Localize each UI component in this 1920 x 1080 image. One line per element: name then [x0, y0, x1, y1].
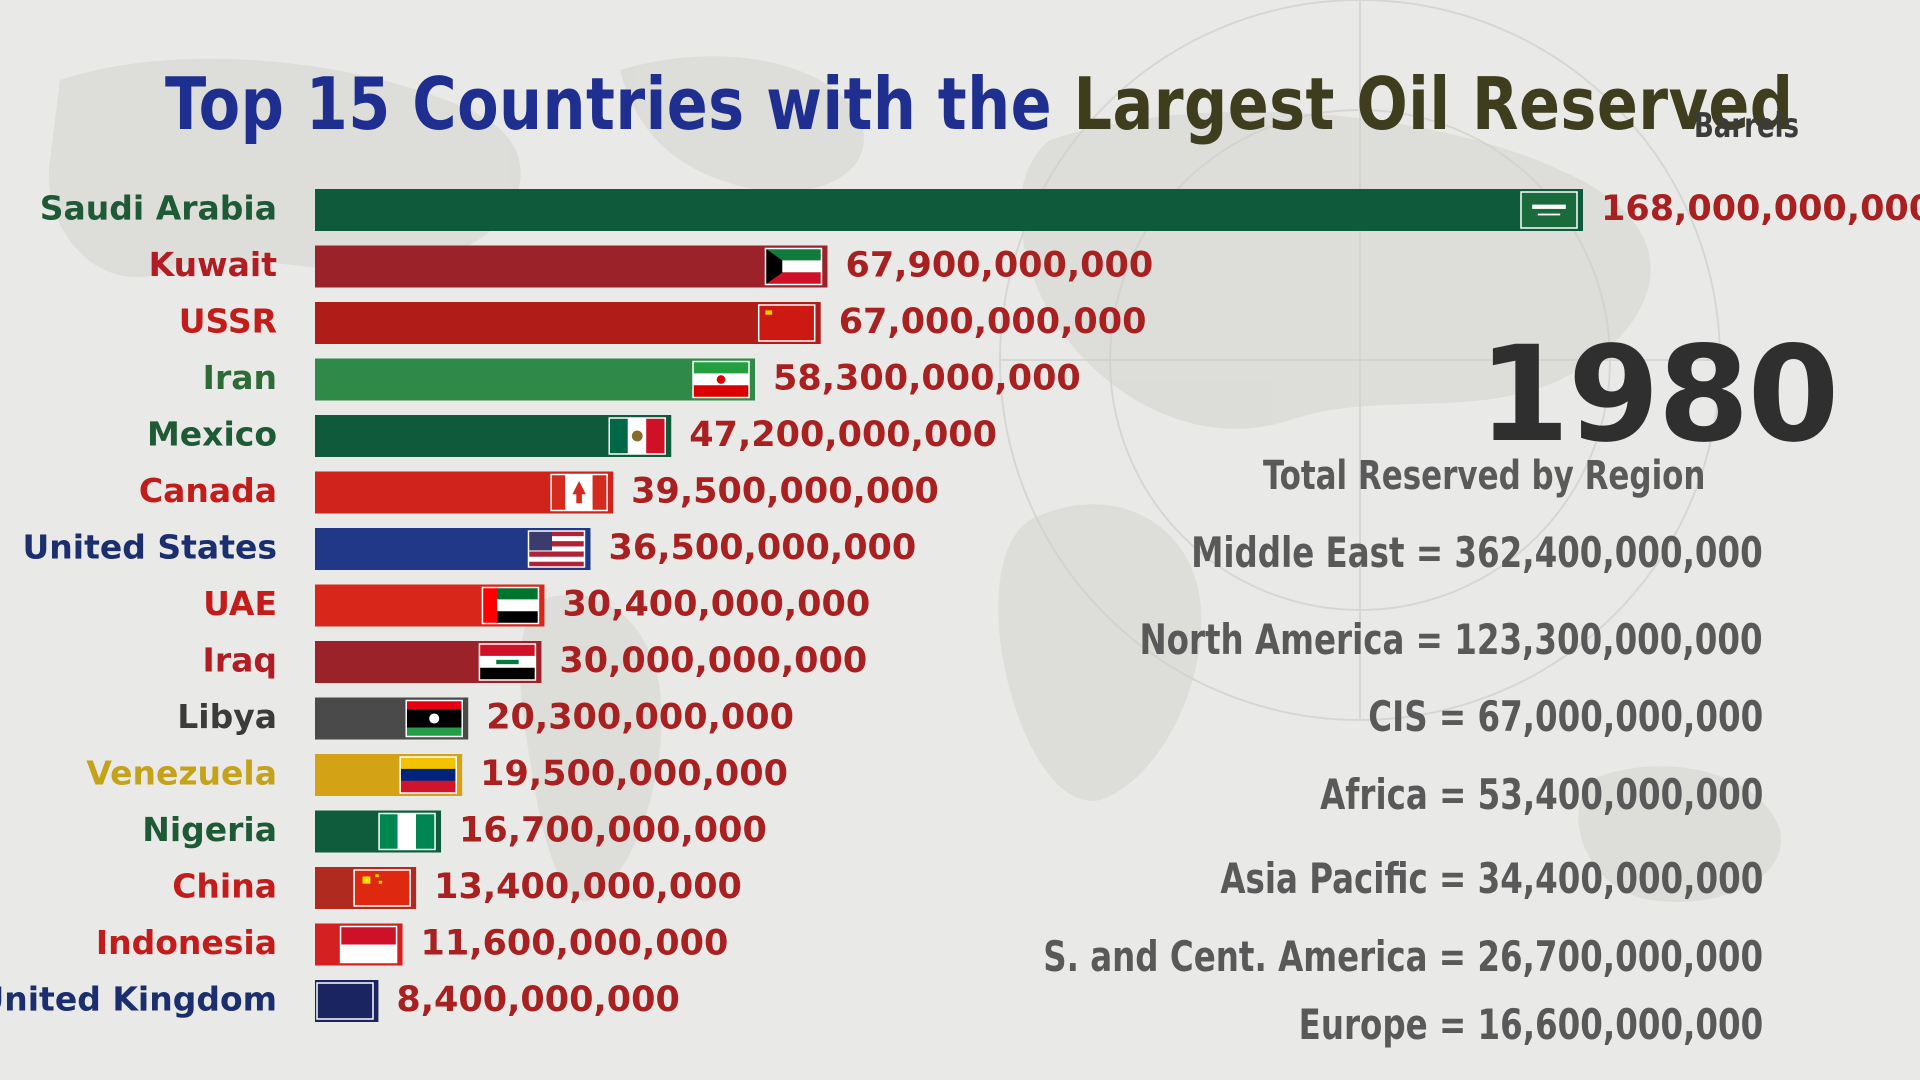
bar [315, 358, 756, 401]
canada-flag-icon [550, 473, 608, 512]
bar-group-7: UAE 30,400,000,000 [203, 584, 870, 627]
bar-group-3: Iran 58,300,000,000 [203, 358, 1081, 401]
category-label: Nigeria [142, 810, 277, 849]
libya-flag-icon [405, 699, 463, 738]
bar-group-11: Nigeria 16,700,000,000 [142, 810, 767, 853]
bar-group-5: Canada 39,500,000,000 [139, 471, 939, 514]
value-label: 168,000,000,000 [1601, 189, 1920, 229]
china-flag-icon [353, 869, 411, 907]
bar-group-2: USSR 67,000,000,000 [179, 302, 1147, 344]
region-total-2: CIS = 67,000,000,000 [1368, 692, 1763, 741]
iraq-flag-icon [478, 643, 537, 681]
value-label: 39,500,000,000 [631, 472, 939, 512]
bar [315, 302, 821, 344]
value-label: 36,500,000,000 [608, 528, 916, 568]
category-label: United States [23, 528, 277, 567]
value-label: 30,400,000,000 [562, 585, 870, 625]
category-label: Indonesia [96, 923, 277, 962]
region-total-4: Asia Pacific = 34,400,000,000 [1220, 854, 1763, 903]
title-part-1: Top 15 Countries with the [165, 62, 1053, 146]
category-label: Venezuela [86, 754, 277, 793]
value-label: 19,500,000,000 [480, 754, 788, 794]
value-label: 16,700,000,000 [459, 811, 767, 851]
mexico-flag-icon [608, 417, 666, 455]
bar-group-9: Libya 20,300,000,000 [177, 697, 794, 740]
category-label: UAE [203, 584, 277, 623]
bar-group-10: Venezuela 19,500,000,000 [86, 754, 788, 796]
bar-group-0: Saudi Arabia 168,000,000,000 [40, 189, 1920, 231]
indonesia-flag-icon [339, 925, 398, 964]
category-label: Saudi Arabia [40, 189, 277, 228]
value-label: 47,200,000,000 [689, 415, 997, 455]
venezuela-flag-icon [399, 756, 457, 794]
region-total-0: Middle East = 362,400,000,000 [1191, 528, 1763, 577]
value-label: 58,300,000,000 [773, 359, 1081, 399]
kuwait-flag-icon [764, 247, 823, 286]
value-label: 13,400,000,000 [434, 867, 742, 907]
saudi-arabia-flag-icon [1520, 191, 1578, 229]
chart-title: Top 15 Countries with the Largest Oil Re… [165, 62, 1793, 146]
category-label: Canada [139, 471, 277, 510]
category-label: Iran [203, 358, 277, 397]
bar [315, 189, 1583, 231]
category-label: United Kingdom [0, 980, 277, 1019]
bar-group-6: United States 36,500,000,000 [23, 528, 916, 570]
title-part-2: Largest Oil Reserved [1073, 62, 1794, 146]
value-label: 20,300,000,000 [486, 698, 794, 738]
nigeria-flag-icon [378, 812, 436, 851]
value-label: 30,000,000,000 [559, 641, 867, 681]
region-total-3: Africa = 53,400,000,000 [1319, 770, 1763, 819]
usa-flag-icon [527, 530, 586, 568]
category-label: Mexico [147, 415, 277, 454]
category-label: Kuwait [149, 245, 278, 284]
year-label: 1980 [1478, 318, 1839, 472]
bar-group-13: Indonesia 11,600,000,000 [96, 923, 729, 966]
category-label: Iraq [203, 641, 277, 680]
category-label: USSR [179, 302, 277, 341]
region-total-6: Europe = 16,600,000,000 [1298, 1000, 1763, 1049]
region-total-5: S. and Cent. America = 26,700,000,000 [1043, 932, 1763, 981]
bar-group-12: China 13,400,000,000 [172, 867, 742, 909]
uae-flag-icon [481, 586, 540, 625]
value-label: 11,600,000,000 [421, 924, 729, 964]
bar-group-14: United Kingdom 8,400,000,000 [0, 980, 680, 1022]
region-total-1: North America = 123,300,000,000 [1139, 615, 1763, 664]
uk-flag-icon [316, 982, 374, 1020]
value-label: 67,900,000,000 [845, 246, 1153, 286]
ussr-flag-icon [757, 304, 816, 342]
value-label: 8,400,000,000 [396, 980, 679, 1020]
category-label: Libya [177, 697, 277, 736]
bar-group-8: Iraq 30,000,000,000 [203, 641, 867, 683]
iran-flag-icon [692, 360, 750, 399]
unit-label: Barrels [1694, 106, 1800, 146]
value-label: 67,000,000,000 [839, 302, 1147, 342]
category-label: China [172, 867, 277, 906]
region-heading: Total Reserved by Region [1262, 453, 1705, 499]
bar [315, 245, 828, 288]
bar-group-4: Mexico 47,200,000,000 [147, 415, 997, 457]
bar-group-1: Kuwait 67,900,000,000 [149, 245, 1153, 288]
